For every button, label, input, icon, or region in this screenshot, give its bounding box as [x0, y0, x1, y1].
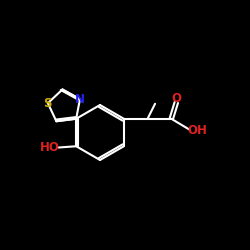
Text: HO: HO [40, 141, 60, 154]
Text: O: O [172, 92, 182, 104]
Text: S: S [44, 97, 52, 110]
Text: OH: OH [188, 124, 208, 136]
Text: N: N [75, 92, 85, 106]
